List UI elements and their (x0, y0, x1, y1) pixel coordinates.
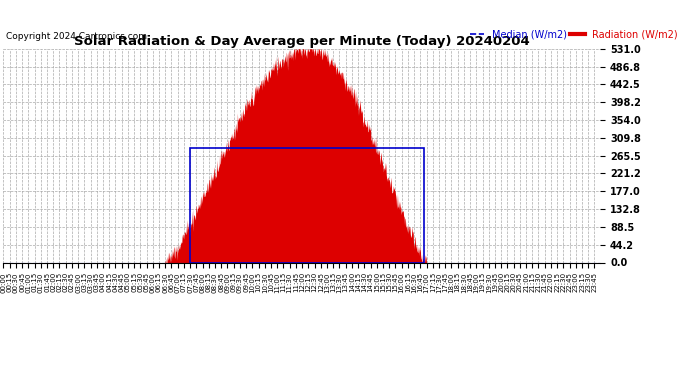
Bar (190, 148, 424, 262)
Text: Copyright 2024 Cartronics.com: Copyright 2024 Cartronics.com (6, 32, 146, 41)
Title: Solar Radiation & Day Average per Minute (Today) 20240204: Solar Radiation & Day Average per Minute… (74, 34, 530, 48)
Legend: Median (W/m2), Radiation (W/m2): Median (W/m2), Radiation (W/m2) (466, 26, 682, 44)
